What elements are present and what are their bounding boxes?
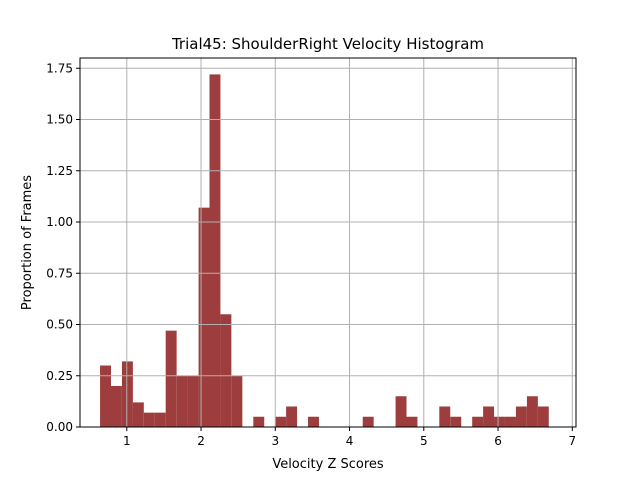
histogram-bar	[231, 375, 243, 427]
y-tick-label: 0.50	[46, 318, 73, 332]
histogram-bar	[275, 416, 287, 427]
histogram-bar	[472, 416, 484, 427]
y-tick-label: 0.00	[46, 420, 73, 434]
y-tick-label: 0.25	[46, 369, 73, 383]
histogram-bar	[362, 416, 374, 427]
histogram-bar	[121, 361, 133, 427]
histogram-bar	[395, 396, 407, 427]
x-tick-label: 1	[123, 434, 131, 448]
histogram-bar	[198, 207, 210, 427]
histogram-bar	[143, 412, 155, 427]
histogram-bar	[439, 406, 451, 427]
ticks-layer: 1 2 3 4 5 6 7 0.00 0.25 0.50 0.75 1.00 1.25 1.50 1.75	[46, 61, 576, 448]
y-tick-label: 1.25	[46, 164, 73, 178]
histogram-bar	[176, 375, 188, 427]
x-tick-label: 3	[271, 434, 279, 448]
y-tick-label: 0.75	[46, 266, 73, 280]
histogram-bar	[450, 416, 462, 427]
histogram-bar	[110, 386, 122, 427]
y-tick-label: 1.75	[46, 61, 73, 75]
histogram-bar	[209, 74, 221, 428]
y-tick-label: 1.50	[46, 113, 73, 127]
histogram-bar	[308, 416, 319, 427]
histogram-bar	[537, 406, 549, 427]
x-tick-label: 7	[568, 434, 576, 448]
x-tick-label: 5	[420, 434, 428, 448]
histogram-bar	[515, 406, 527, 427]
y-tick-label: 1.00	[46, 215, 73, 229]
histogram-bar	[165, 330, 177, 427]
histogram-bar	[406, 416, 418, 427]
histogram-bar	[253, 416, 265, 427]
histogram-bar	[100, 365, 111, 427]
bars-layer	[100, 74, 549, 428]
histogram-bar	[132, 402, 144, 427]
histogram-bar	[483, 406, 495, 427]
histogram-bar	[526, 396, 538, 427]
x-tick-label: 6	[494, 434, 502, 448]
axes-frame	[79, 57, 577, 428]
x-tick-label: 4	[346, 434, 354, 448]
histogram-bar	[494, 416, 505, 427]
histogram-bar	[154, 412, 166, 427]
x-axis-label: Velocity Z Scores	[272, 457, 384, 472]
histogram-bar	[286, 406, 298, 427]
grid-layer	[80, 58, 576, 428]
chart-title: Trial45: ShoulderRight Velocity Histogra…	[171, 35, 484, 53]
x-tick-label: 2	[197, 434, 205, 448]
histogram-bar	[220, 314, 232, 427]
y-axis-label: Proportion of Frames	[20, 175, 35, 310]
histogram-bar	[187, 375, 199, 427]
histogram-bar	[505, 416, 516, 427]
